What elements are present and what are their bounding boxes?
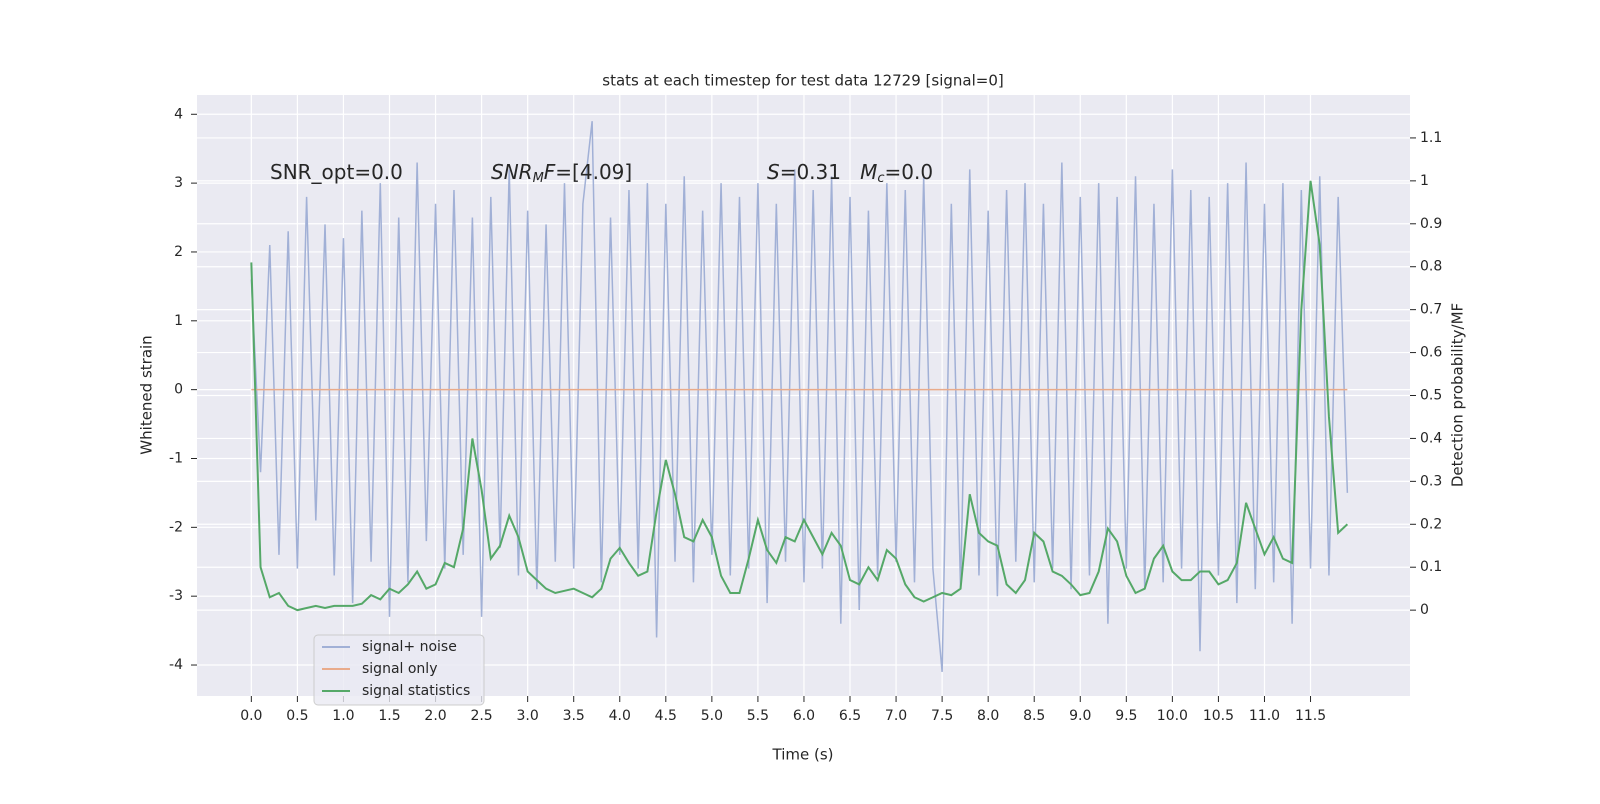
annotation-part: =0.31	[780, 160, 860, 184]
series-line	[250, 121, 1349, 672]
x-tick-label: 7.5	[931, 708, 953, 724]
x-tick-label: 2.5	[470, 708, 492, 724]
x-tick-label: 3.5	[563, 708, 585, 724]
x-tick-label: 4.5	[655, 708, 677, 724]
y2-tick-label: 0.7	[1420, 302, 1442, 318]
y-tick-label: 4	[174, 106, 183, 122]
x-tick-label: 11.5	[1295, 708, 1326, 724]
y-axis-label: Whitened strain	[138, 335, 156, 454]
x-tick-label: 7.0	[885, 708, 907, 724]
y-tick-label: 3	[174, 175, 183, 191]
x-tick-label: 9.5	[1115, 708, 1137, 724]
annotation-part: c	[877, 171, 884, 186]
annotation-part: F	[544, 160, 556, 184]
x-tick-label: 9.0	[1069, 708, 1091, 724]
x-tick-label: 5.5	[747, 708, 769, 724]
annotation: SNRMF=[4.09]	[491, 160, 632, 186]
x-tick-label: 1.5	[378, 708, 400, 724]
y-tick-label: -2	[169, 519, 183, 535]
chart-title: stats at each timestep for test data 127…	[602, 72, 1003, 90]
y2-tick-label: 0.5	[1420, 388, 1442, 404]
x-tick-label: 4.0	[609, 708, 631, 724]
x-tick-label: 8.5	[1023, 708, 1045, 724]
x-tick-label: 2.0	[424, 708, 446, 724]
x-tick-label: 0.5	[286, 708, 308, 724]
y-tick-label: -3	[169, 588, 183, 604]
legend-label: signal+ noise	[362, 639, 457, 655]
y-tick-label: -1	[169, 450, 183, 466]
y2-tick-label: 0	[1420, 602, 1429, 618]
y2-tick-label: 0.3	[1420, 473, 1442, 489]
y2-tick-label: 0.1	[1420, 559, 1442, 575]
x-tick-label: 6.5	[839, 708, 861, 724]
annotation-part: SNR	[491, 160, 533, 184]
x-tick-label: 8.0	[977, 708, 999, 724]
y2-tick-label: 0.2	[1420, 516, 1442, 532]
annotation-part: SNR_opt=0.0	[270, 160, 403, 184]
legend-label: signal statistics	[362, 683, 470, 699]
legend-label: signal only	[362, 661, 437, 677]
x-tick-label: 6.0	[793, 708, 815, 724]
y-tick-label: -4	[169, 657, 183, 673]
y2-tick-label: 0.8	[1420, 259, 1442, 275]
annotation-part: S	[767, 160, 780, 184]
x-tick-label: 0.0	[240, 708, 262, 724]
y2-tick-label: 0.6	[1420, 345, 1442, 361]
x-tick-label: 3.0	[517, 708, 539, 724]
x-axis-label: Time (s)	[772, 746, 834, 764]
x-tick-label: 11.0	[1249, 708, 1280, 724]
y2-axis-label: Detection probability/MF	[1449, 303, 1467, 487]
annotation-part: M	[860, 160, 877, 184]
x-tick-label: 10.5	[1203, 708, 1234, 724]
annotation: S=0.31 Mc=0.0	[767, 160, 933, 186]
x-tick-label: 1.0	[332, 708, 354, 724]
y2-tick-label: 1	[1420, 173, 1429, 189]
x-tick-label: 10.0	[1157, 708, 1188, 724]
y2-tick-label: 0.4	[1420, 430, 1442, 446]
x-tick-label: 5.0	[701, 708, 723, 724]
series-line	[250, 180, 1349, 612]
y-tick-label: 2	[174, 244, 183, 260]
annotation-part: =[4.09]	[555, 160, 632, 184]
y2-tick-label: 1.1	[1420, 130, 1442, 146]
y-tick-label: 1	[174, 313, 183, 329]
y2-tick-label: 0.9	[1420, 216, 1442, 232]
legend-box	[313, 634, 485, 706]
annotation-part: M	[533, 171, 544, 186]
annotation: SNR_opt=0.0	[270, 160, 403, 184]
y-tick-label: 0	[174, 382, 183, 398]
annotation-part: =0.0	[885, 160, 934, 184]
